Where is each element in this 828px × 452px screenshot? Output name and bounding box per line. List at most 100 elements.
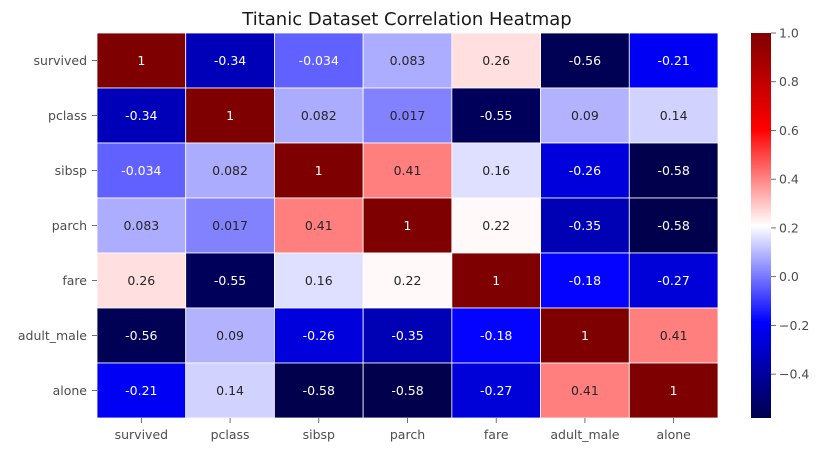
colorbar-tick-labels: −0.4 −0.2 0.0 0.2 0.4 0.6 0.8 1.0 [771,26,809,382]
heatmap-cell [540,87,630,144]
cell-value-label: -0.34 [125,108,157,123]
cell-value-label: 0.017 [212,218,248,233]
heatmap-cell [451,142,541,199]
x-tick-label: parch [390,427,425,442]
cell-value-label: 0.082 [301,108,337,123]
heatmap-cell [362,32,453,89]
heatmap-cell [185,142,275,199]
cell-value-label: 0.41 [394,163,422,178]
cell-value-label: 0.41 [660,328,688,343]
cell-value-label: -0.58 [657,218,689,233]
cell-value-label: 0.41 [571,383,599,398]
heatmap-cell [362,307,453,364]
heatmap-cell [274,252,364,309]
cell-value-label: 0.16 [482,163,510,178]
cell-value-label: 1 [492,273,500,288]
cell-value-label: -0.27 [480,383,512,398]
cell-value-label: 0.41 [305,218,333,233]
cell-value-label: -0.55 [214,273,246,288]
heatmap-cell [274,87,364,144]
y-tick-label: adult_male [18,328,87,343]
cell-value-label: 1 [404,218,412,233]
cell-value-label: -0.034 [121,163,161,178]
heatmap-cell [185,307,275,364]
heatmap-cell [628,362,719,419]
colorbar [751,33,771,418]
heatmap-cell [451,87,541,144]
heatmap-cell [628,197,719,254]
colorbar-tick-label: 0.4 [779,172,799,187]
heatmap-cell [274,32,364,89]
heatmap-cell [96,252,187,309]
cell-value-label: 0.083 [390,53,426,68]
heatmap-cell [185,32,275,89]
heatmap-cell [96,307,187,364]
heatmap-cell [96,197,187,254]
heatmap-cell [628,87,719,144]
heatmap-cell [540,362,630,419]
cell-value-label: 0.26 [482,53,510,68]
cell-value-label: -0.58 [657,163,689,178]
heatmap-cell [362,362,453,419]
cell-value-label: -0.27 [657,273,689,288]
cell-value-label: 0.22 [482,218,510,233]
heatmap-cell [185,197,275,254]
cell-value-label: -0.58 [391,383,423,398]
cell-value-label: 0.09 [216,328,244,343]
cell-value-label: 0.017 [390,108,426,123]
cell-value-label: -0.56 [125,328,157,343]
cell-value-label: -0.56 [569,53,601,68]
heatmap-cell [451,32,541,89]
y-tick-label: sibsp [55,163,87,178]
heatmap-cell [628,252,719,309]
colorbar-tick-label: −0.4 [779,367,809,382]
x-tick-label: fare [484,427,509,442]
colorbar-tick-label: 0.6 [779,123,799,138]
cell-value-label: -0.18 [480,328,512,343]
x-tick-label: alone [656,427,691,442]
heatmap-cell [628,307,719,364]
cell-value-label: -0.18 [569,273,601,288]
cell-value-label: 1 [226,108,234,123]
heatmap-cells: 1 -0.34 -0.034 0.083 0.26 -0.56 -0.21 -0.34 1 0.0… [96,32,719,419]
y-axis-tick-labels: survived pclass sibsp parch fare adult_maleal… [18,53,97,398]
cell-value-label: 0.26 [127,273,155,288]
cell-value-label: -0.35 [391,328,423,343]
heatmap-cell [274,362,364,419]
y-tick-label: survived [34,53,87,68]
heatmap-cell [362,142,453,199]
cell-value-label: 1 [581,328,589,343]
x-axis-tick-labels: survived pclass sibsp parch fare adult_male al… [115,418,691,442]
x-tick-label: adult_male [550,427,619,442]
colorbar-tick-label: −0.2 [779,318,809,333]
heatmap-cell [274,307,364,364]
cell-value-label: 1 [137,53,145,68]
y-tick-label: alone [53,383,88,398]
y-tick-label: parch [52,218,87,233]
cell-value-label: 0.14 [660,108,688,123]
heatmap-cell [362,197,453,254]
cell-value-label: 1 [670,383,678,398]
cell-value-label: -0.35 [569,218,601,233]
cell-value-label: -0.034 [299,53,339,68]
heatmap-cell [451,362,541,419]
y-tick-label: pclass [48,108,87,123]
cell-value-label: 0.14 [216,383,244,398]
heatmap-cell [96,362,187,419]
cell-value-label: 0.09 [571,108,599,123]
cell-value-label: 1 [315,163,323,178]
cell-value-label: -0.34 [214,53,246,68]
heatmap-cell [540,32,630,89]
colorbar-tick-label: 0.8 [779,74,799,89]
heatmap-cell [540,142,630,199]
cell-value-label: 0.22 [394,273,422,288]
cell-value-label: -0.58 [303,383,335,398]
heatmap-cell [274,142,364,199]
heatmap-cell [451,307,541,364]
x-tick-label: sibsp [303,427,335,442]
x-tick-label: survived [115,427,168,442]
cell-value-label: 0.083 [123,218,159,233]
x-tick-label: pclass [211,427,250,442]
chart-title: Titanic Dataset Correlation Heatmap [241,9,571,30]
colorbar-tick-label: 0.0 [779,269,799,284]
